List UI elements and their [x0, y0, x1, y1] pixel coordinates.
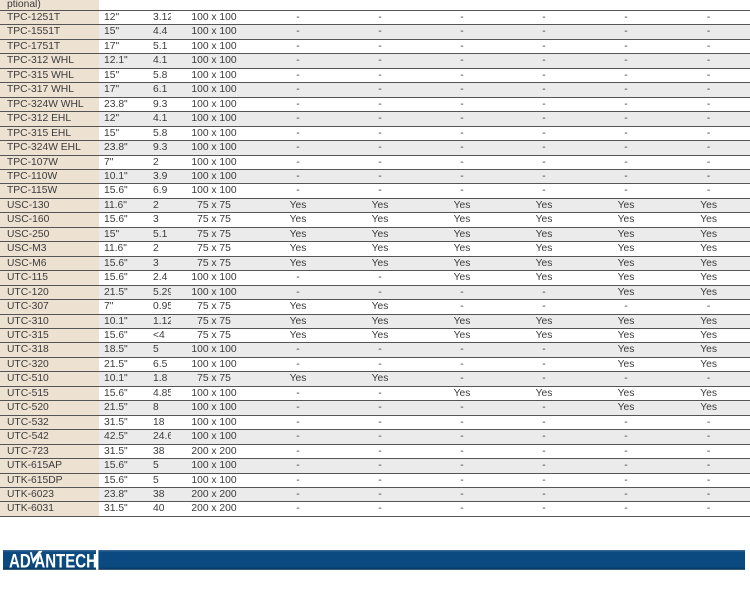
svg-text:AD ANTECH: AD ANTECH — [9, 551, 97, 570]
